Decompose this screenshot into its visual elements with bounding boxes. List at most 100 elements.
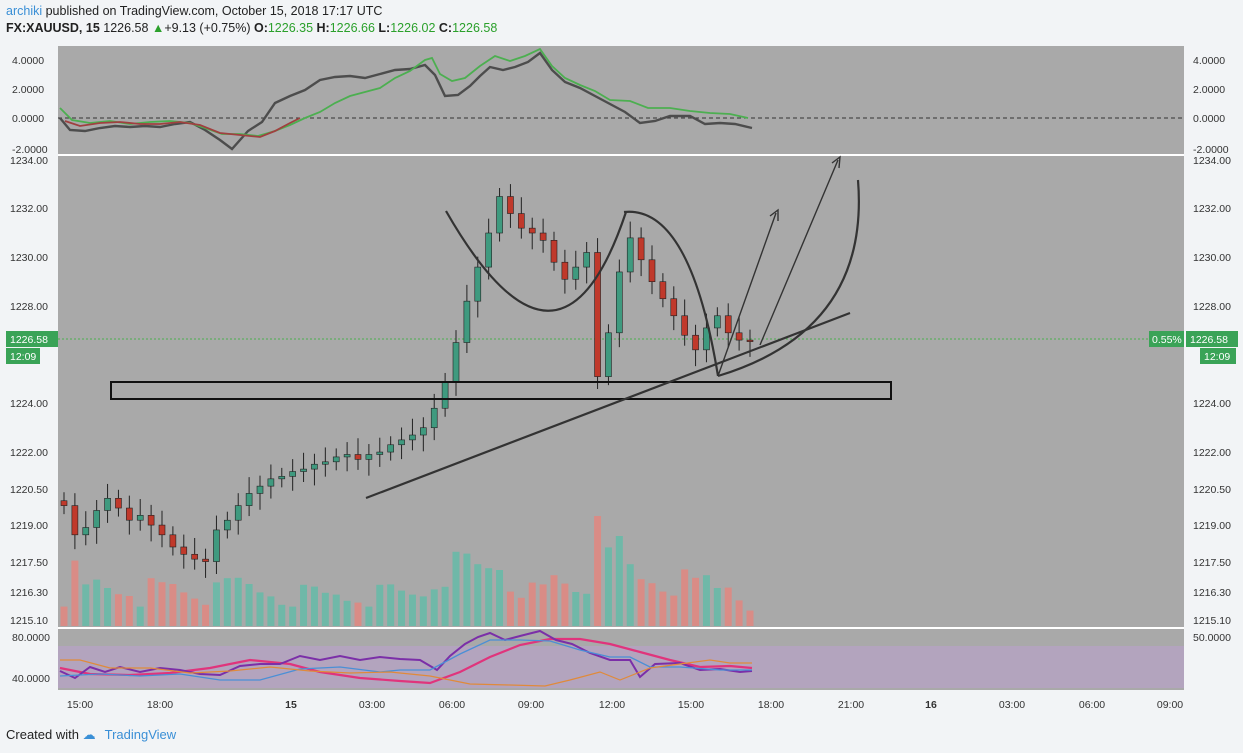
macd-tick-right: 2.0000	[1193, 84, 1225, 96]
volume-bar	[60, 606, 68, 626]
volume-bar	[387, 584, 395, 626]
published-text: published on TradingView.com, October 15…	[45, 4, 383, 18]
volume-bar	[681, 569, 689, 626]
chart-header: archiki published on TradingView.com, Oc…	[6, 3, 497, 37]
macd-line	[59, 51, 753, 151]
y-tick-right: 1232.00	[1193, 203, 1231, 215]
volume-bar	[321, 592, 329, 626]
last-price: 1226.58	[103, 21, 149, 35]
symbol-label: FX:XAUUSD, 15	[6, 21, 100, 35]
left-axis	[0, 46, 58, 690]
candle-body	[147, 515, 155, 526]
candle-body	[60, 500, 68, 506]
candle-body	[420, 427, 427, 436]
candle-body	[234, 505, 242, 521]
candle-body	[572, 266, 580, 280]
support-zone-box[interactable]	[110, 381, 892, 400]
volume-bar	[430, 589, 438, 626]
candle-body	[528, 227, 536, 234]
volume-bar	[191, 598, 199, 626]
arrowhead-2-icon	[831, 155, 841, 169]
volume-bar	[506, 591, 514, 626]
volume-bar	[71, 560, 79, 626]
macd-tick-left: -2.0000	[12, 144, 48, 156]
volume-bar	[474, 564, 482, 626]
y-tick-left: 1222.00	[10, 447, 48, 459]
x-tick: 15:00	[67, 699, 93, 711]
high-value: 1226.66	[329, 21, 375, 35]
x-tick: 21:00	[838, 699, 864, 711]
y-tick-left: 1219.00	[10, 520, 48, 532]
candle-body	[474, 266, 482, 302]
candle-body	[463, 300, 471, 343]
volume-bar	[289, 606, 297, 626]
volume-bar	[125, 596, 133, 626]
candle-body	[724, 315, 732, 334]
y-tick-right: 1219.00	[1193, 520, 1231, 532]
candle-body	[735, 332, 743, 341]
author-link[interactable]: archiki	[6, 4, 43, 18]
candle-body	[648, 259, 656, 282]
volume-bar	[223, 578, 231, 626]
volume-bar	[583, 593, 591, 626]
candle-body	[354, 454, 362, 460]
trendline[interactable]	[365, 311, 851, 500]
projection-arrow-2[interactable]	[759, 159, 839, 346]
candle-body	[681, 315, 688, 336]
candle-body	[82, 527, 90, 536]
candle-body	[93, 510, 100, 528]
created-with-text: Created with	[6, 727, 79, 742]
volume-bar	[300, 584, 308, 626]
candle-body	[539, 232, 547, 241]
volume-bar	[648, 583, 656, 626]
candle-body	[398, 439, 405, 446]
oscillator-orange-line	[60, 659, 752, 687]
y-tick-right: 1228.00	[1193, 301, 1231, 313]
volume-bar	[267, 596, 275, 626]
macd-tick-right: -2.0000	[1193, 144, 1229, 156]
x-tick: 18:00	[758, 699, 784, 711]
x-tick: 12:00	[599, 699, 625, 711]
volume-bar	[114, 594, 122, 626]
candle-body	[441, 381, 449, 409]
volume-bar	[637, 579, 645, 626]
low-label: L:	[378, 21, 391, 35]
x-tick: 15:00	[678, 699, 704, 711]
tradingview-logo-icon: ☁	[82, 727, 96, 742]
volume-bars	[60, 516, 754, 626]
volume-bar	[169, 584, 177, 626]
macd-tick-left: 0.0000	[12, 113, 44, 125]
x-tick: 18:00	[147, 699, 173, 711]
candle-body	[267, 478, 275, 487]
projection-curve[interactable]	[717, 179, 860, 378]
candle-body	[507, 196, 514, 214]
volume-bar	[234, 577, 242, 626]
rsi-tick: 50.0000	[1193, 632, 1231, 644]
candle-body	[180, 546, 188, 555]
volume-bar	[245, 584, 253, 626]
volume-bar	[485, 568, 493, 626]
tradingview-link[interactable]: TradingView	[104, 727, 177, 742]
y-tick-left: 1216.30	[10, 587, 48, 599]
y-tick-right: 1224.00	[1193, 398, 1231, 410]
y-tick-left: 1215.10	[10, 615, 48, 627]
volume-bar	[692, 577, 700, 626]
volume-bar	[93, 579, 101, 626]
right-axis	[1184, 46, 1243, 690]
close-value: 1226.58	[452, 21, 498, 35]
volume-bar	[354, 602, 362, 626]
y-tick-left: 1220.50	[10, 484, 48, 496]
projection-arrow-1[interactable]	[717, 212, 777, 377]
candle-body	[594, 252, 601, 377]
volume-bar	[343, 600, 351, 626]
candle-body	[409, 434, 416, 441]
handle-arc[interactable]	[623, 210, 720, 377]
volume-bar	[550, 575, 558, 626]
candle-body	[561, 261, 569, 280]
cup-arc[interactable]	[445, 210, 628, 312]
volume-bar	[670, 595, 678, 626]
volume-bar	[104, 588, 112, 626]
volume-bar	[724, 587, 732, 626]
volume-bar	[376, 584, 384, 626]
